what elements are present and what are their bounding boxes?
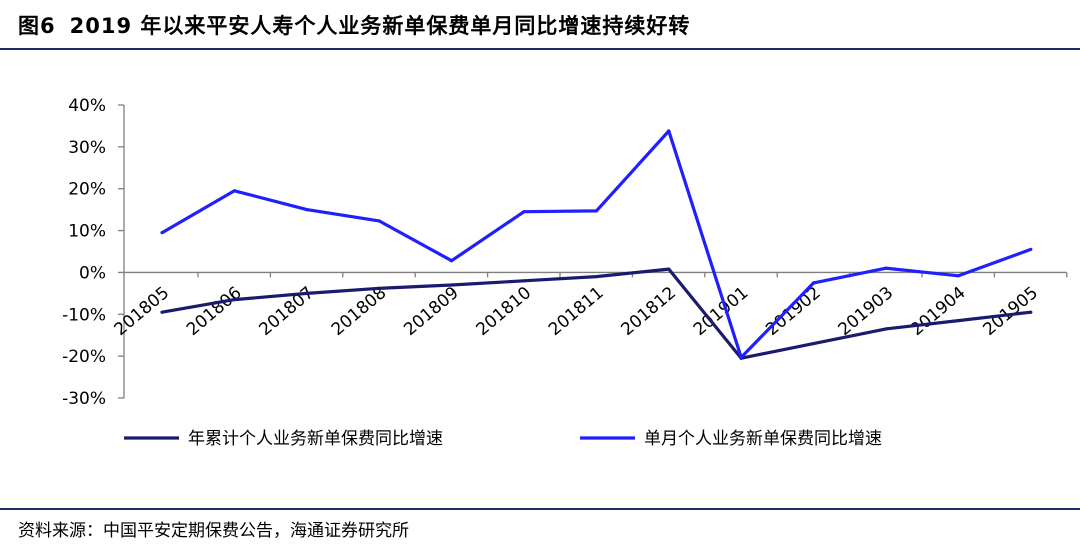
series-2-point <box>594 209 599 213</box>
series-1-point <box>305 291 309 295</box>
series-2-point <box>1029 247 1033 252</box>
header-rule <box>0 48 1080 50</box>
figure-label: 图6 <box>18 14 56 38</box>
x-tick-label: 201812 <box>617 283 680 340</box>
series-1-point <box>956 318 961 323</box>
series-2-point <box>739 355 743 359</box>
legend-label-1: 年累计个人业务新单保费同比增速 <box>188 429 443 449</box>
y-tick-label: 40% <box>68 96 106 116</box>
series-2-point <box>812 281 816 285</box>
series-1-point <box>522 279 526 283</box>
series-2-point <box>956 274 961 278</box>
series-2-point <box>884 266 888 270</box>
series-2-point <box>522 210 526 214</box>
y-tick-label: 20% <box>68 180 106 200</box>
series-1-point <box>377 286 381 290</box>
y-tick-label: 10% <box>68 222 106 242</box>
series-2-point <box>232 189 236 193</box>
chart-legend: 年累计个人业务新单保费同比增速 单月个人业务新单保费同比增速 <box>124 429 882 449</box>
series-line-2 <box>161 129 1032 359</box>
x-tick-label: 201806 <box>183 283 246 340</box>
y-tick-label: 0% <box>79 263 106 283</box>
series-1-point <box>812 341 816 346</box>
figure-title: 图6 2019 年以来平安人寿个人业务新单保费单月同比增速持续好转 <box>18 10 690 40</box>
series-1-point <box>232 298 236 302</box>
series-lines <box>160 129 1033 360</box>
series-1-point <box>594 275 599 279</box>
y-tick-label: -20% <box>62 347 106 367</box>
x-tick-label: 201811 <box>545 283 608 340</box>
series-1-point <box>160 310 164 314</box>
x-tick-label: 201809 <box>400 283 463 340</box>
x-tick-label: 201810 <box>473 283 536 340</box>
y-axis-ticks: 40% 30% 20% 10% 0% -10% -20% -30% <box>62 96 124 409</box>
source-note: 资料来源：中国平安定期保费公告，海通证券研究所 <box>18 521 409 541</box>
series-2-point <box>160 231 164 235</box>
x-tick-label: 201807 <box>255 283 318 340</box>
footer-rule <box>0 508 1080 510</box>
series-1-point <box>667 267 671 271</box>
series-1-point <box>884 327 888 331</box>
figure-header: 图6 2019 年以来平安人寿个人业务新单保费单月同比增速持续好转 <box>0 0 1080 50</box>
legend-label-2: 单月个人业务新单保费同比增速 <box>644 429 882 449</box>
series-2-point <box>377 219 381 223</box>
series-2-point <box>450 259 454 263</box>
x-tick-label: 201905 <box>979 283 1042 340</box>
figure-title-text: 2019 年以来平安人寿个人业务新单保费单月同比增速持续好转 <box>69 14 691 38</box>
y-tick-label: -30% <box>62 389 106 409</box>
series-1-point <box>450 283 454 287</box>
x-tick-label: 201904 <box>907 283 970 340</box>
y-tick-label: 30% <box>68 138 106 158</box>
x-tick-label: 201902 <box>762 283 825 340</box>
x-axis-ticks: 201805 201806 201807 201808 201809 201810 2018… <box>111 272 1068 340</box>
line-chart: 40% 30% 20% 10% 0% -10% -20% -30% 201805 201806 2… <box>62 96 1068 449</box>
chart-axes <box>123 105 1067 398</box>
series-1-point <box>1029 310 1033 314</box>
series-2-point <box>667 129 671 133</box>
y-tick-label: -10% <box>62 305 106 325</box>
series-2-point <box>305 208 309 212</box>
